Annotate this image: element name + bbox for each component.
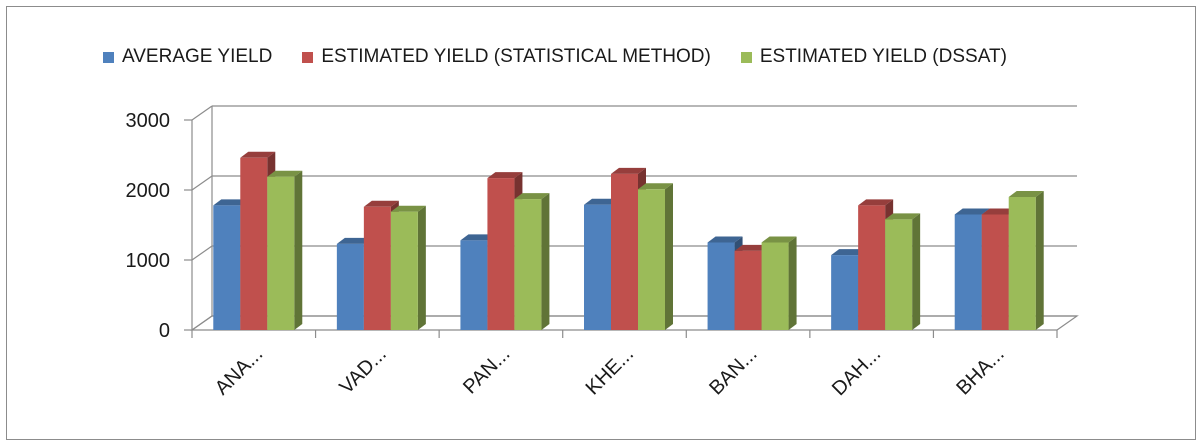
bar-4-2-top	[761, 236, 797, 243]
bar-5-2-front	[885, 219, 913, 330]
bar-4-2-front	[761, 242, 789, 330]
y-tick-label-3000: 3000	[126, 110, 171, 132]
legend-item-average-yield: AVERAGE YIELD	[103, 46, 272, 68]
legend-item-dssat: ESTIMATED YIELD (DSSAT)	[740, 46, 1007, 68]
bar-5-0-top	[831, 249, 867, 256]
legend-item-statistical: ESTIMATED YIELD (STATISTICAL METHOD)	[302, 46, 711, 68]
x-tick-label-2: PAN...	[459, 343, 514, 398]
gridline-side-3000	[191, 105, 213, 121]
bar-3-1-top	[611, 167, 646, 174]
bar-0-0-front	[213, 205, 241, 330]
legend-swatch-dssat	[740, 51, 752, 63]
bar-6-2-front	[1008, 197, 1036, 330]
bar-3-2-side	[665, 183, 673, 330]
bar-0-2-front	[267, 176, 295, 330]
x-tick-label-6: BHA...	[952, 343, 1008, 399]
bar-6-1-top	[981, 208, 1017, 215]
bar-0-0-top	[213, 199, 249, 206]
gridline-side-2000	[191, 175, 213, 191]
legend-swatch-statistical	[302, 51, 314, 63]
x-tick-label-3: KHE...	[582, 343, 638, 399]
bar-3-0-front	[584, 204, 611, 330]
legend: AVERAGE YIELD ESTIMATED YIELD (STATISTIC…	[103, 45, 1007, 69]
bar-2-2-front	[514, 199, 542, 330]
x-tick-label-1: VAD...	[336, 343, 391, 398]
bar-2-2-side	[541, 193, 550, 330]
bar-5-2-top	[885, 213, 921, 220]
bar-6-0-top	[954, 208, 990, 215]
y-tick-label-2000: 2000	[126, 180, 171, 202]
bar-2-2-top	[514, 193, 550, 200]
bar-1-0-front	[336, 243, 364, 330]
bar-3-1-front	[611, 173, 638, 330]
bar-1-2-side	[417, 205, 426, 330]
bar-3-2-top	[638, 183, 673, 190]
legend-label-statistical: ESTIMATED YIELD (STATISTICAL METHOD)	[321, 46, 711, 67]
x-tick-label-5: DAH...	[828, 343, 885, 400]
bar-4-0-front	[707, 242, 735, 330]
legend-label-average-yield: AVERAGE YIELD	[122, 46, 273, 67]
gridline-side-1000	[191, 245, 213, 261]
bar-1-0-top	[336, 237, 372, 244]
bar-6-2-top	[1008, 191, 1044, 197]
x-tick-label-0: ANA...	[211, 343, 267, 399]
bar-0-2-top	[267, 170, 303, 177]
bar-5-1-top	[858, 199, 894, 206]
bar-0-2-side	[294, 170, 303, 330]
bar-1-2-front	[390, 211, 418, 330]
legend-swatch-average-yield	[103, 51, 114, 63]
bar-3-2-front	[638, 189, 665, 330]
legend-label-dssat: ESTIMATED YIELD (DSSAT)	[759, 46, 1007, 67]
y-tick-label-1000: 1000	[126, 250, 171, 272]
y-tick-label-0: 0	[159, 320, 170, 342]
bar-1-1-top	[363, 200, 399, 207]
bar-3-0-top	[584, 198, 619, 205]
bar-6-0-front	[954, 214, 982, 330]
bar-4-1-top	[734, 244, 770, 251]
bar-4-0-top	[707, 236, 743, 243]
bar-4-1-front	[734, 250, 762, 330]
bar-2-1-top	[487, 172, 523, 179]
bar-2-1-front	[487, 178, 515, 330]
bar-1-2-top	[390, 205, 426, 212]
bar-5-1-front	[858, 205, 886, 330]
bar-0-1-front	[240, 157, 268, 330]
bar-2-0-top	[460, 234, 496, 241]
x-tick-label-4: BAN...	[705, 343, 761, 399]
bar-4-2-side	[788, 236, 797, 330]
bar-5-2-side	[912, 213, 921, 330]
bar-6-2-side	[1035, 191, 1044, 330]
bar-2-0-front	[460, 240, 488, 330]
bar-0-1-top	[240, 151, 276, 158]
bar-5-0-front	[831, 255, 859, 330]
bar-1-1-front	[363, 206, 391, 330]
bar-6-1-front	[981, 214, 1009, 330]
